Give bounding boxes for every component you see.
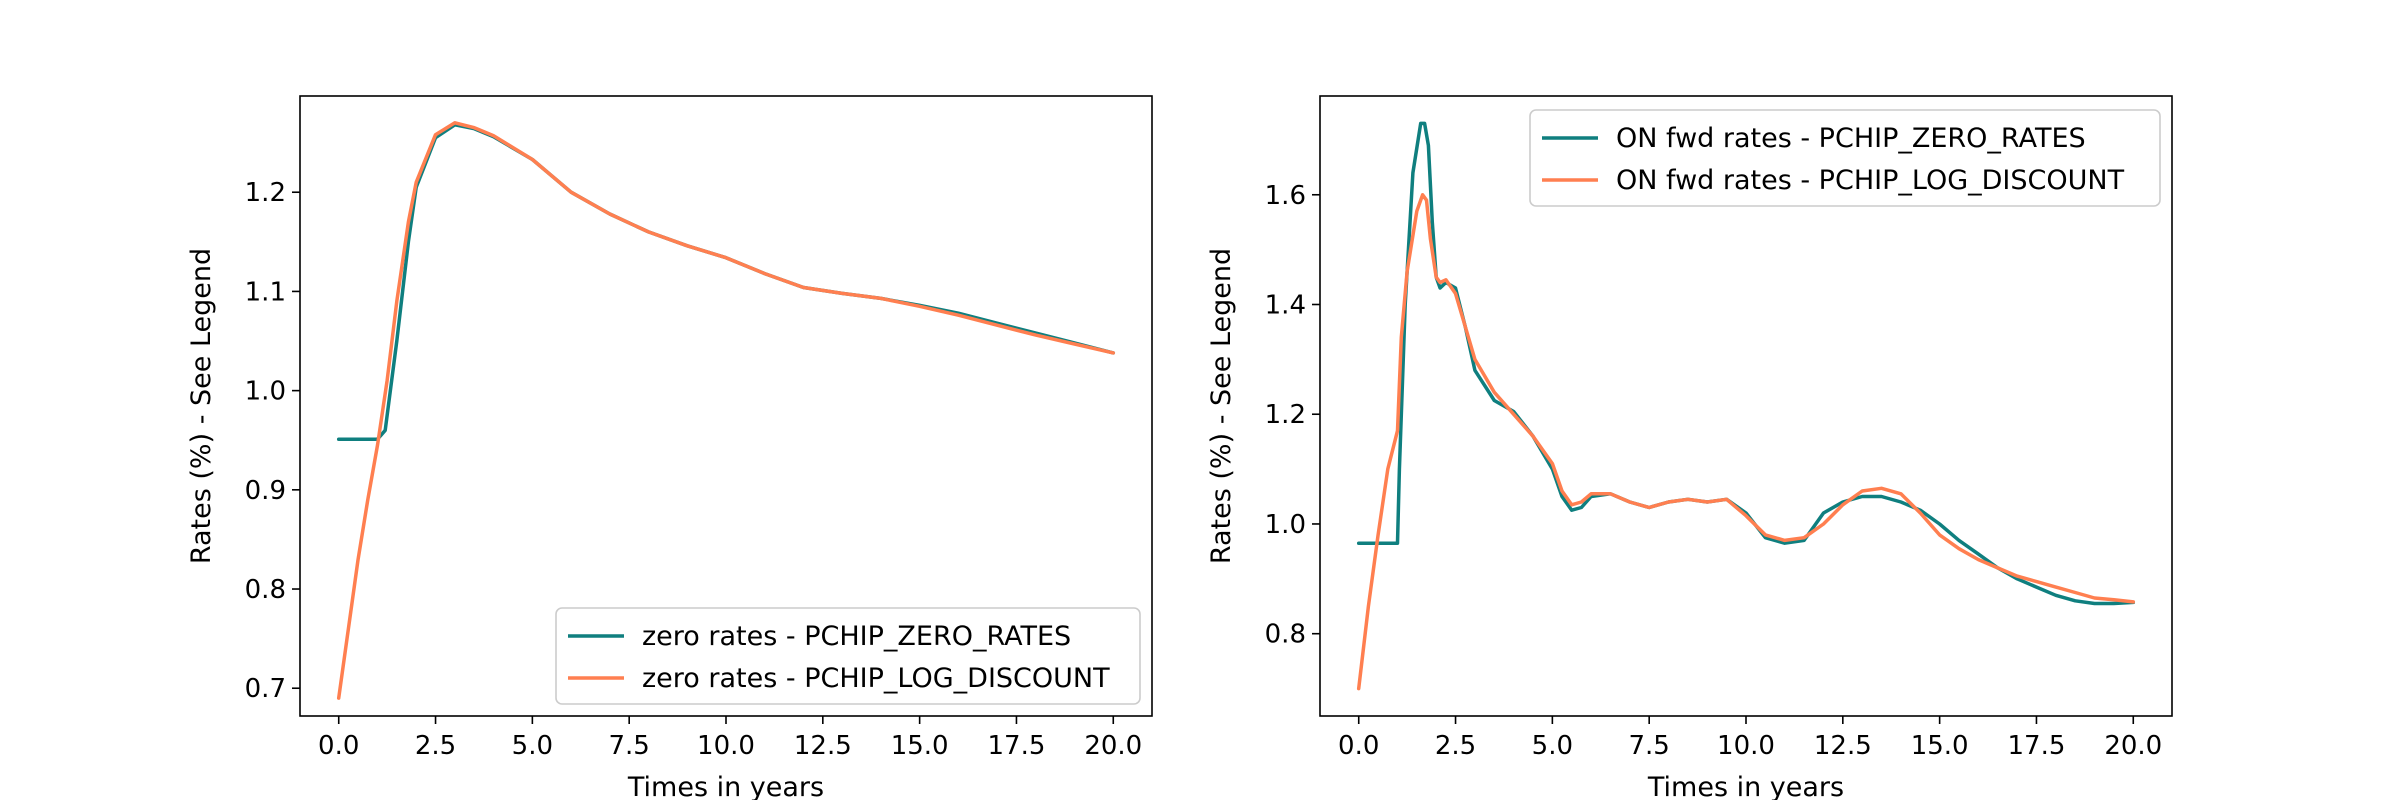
x-tick-label: 0.0: [1338, 731, 1379, 761]
x-tick-label: 17.5: [988, 731, 1046, 761]
y-tick-label: 0.8: [245, 575, 286, 605]
x-tick-label: 15.0: [891, 731, 949, 761]
x-tick-label: 7.5: [609, 731, 650, 761]
legend-box: [1529, 109, 2161, 207]
x-tick-label: 7.5: [1629, 731, 1670, 761]
legend-label-2: ON fwd rates - PCHIP_LOG_DISCOUNT: [1616, 165, 2125, 196]
x-tick-label: 10.0: [697, 731, 755, 761]
series-line-2: [1356, 193, 2136, 691]
x-tick-label: 10.0: [1717, 731, 1775, 761]
y-axis-label: Rates (%) - See Legend: [186, 248, 217, 564]
y-tick-label: 0.9: [245, 476, 286, 506]
y-tick-label: 1.2: [1265, 400, 1306, 430]
y-axis-label: Rates (%) - See Legend: [1206, 248, 1237, 564]
legend: ON fwd rates - PCHIP_ZERO_RATES ON fwd ra…: [1529, 109, 2161, 207]
series-line-1: [336, 123, 1116, 441]
chart-panel-2: 0.0 2.5 5.0 7.5 10.0 12.5 15.0 17.5 20.0 0.8 1.0 1.…: [1206, 95, 2173, 800]
x-tick-label: 12.5: [794, 731, 852, 761]
legend-label-1: zero rates - PCHIP_ZERO_RATES: [642, 621, 1071, 652]
x-tick-label: 5.0: [512, 731, 553, 761]
x-tick-label: 12.5: [1814, 731, 1872, 761]
x-tick-label: 17.5: [2008, 731, 2066, 761]
y-tick-label: 1.2: [245, 178, 286, 208]
series-line-2: [336, 121, 1116, 700]
x-tick-label: 2.5: [415, 731, 456, 761]
x-tick-label: 20.0: [1084, 731, 1142, 761]
legend-box: [555, 607, 1141, 705]
y-tick-label: 1.0: [245, 377, 286, 407]
chart-panel-1: 0.0 2.5 5.0 7.5 10.0 12.5 15.0 17.5 20.0 0.7 0.8 0.…: [186, 95, 1153, 800]
y-tick-label: 1.1: [245, 277, 286, 307]
y-tick-label: 0.8: [1265, 620, 1306, 650]
x-tick-label: 5.0: [1532, 731, 1573, 761]
x-axis-label: Times in years: [627, 772, 824, 800]
x-axis-label: Times in years: [1647, 772, 1844, 800]
x-tick-label: 15.0: [1911, 731, 1969, 761]
x-tick-label: 0.0: [318, 731, 359, 761]
y-tick-label: 0.7: [245, 674, 286, 704]
legend-label-2: zero rates - PCHIP_LOG_DISCOUNT: [642, 663, 1110, 694]
y-tick-label: 1.0: [1265, 510, 1306, 540]
y-tick-label: 1.6: [1265, 181, 1306, 211]
legend-label-1: ON fwd rates - PCHIP_ZERO_RATES: [1616, 123, 2086, 154]
x-tick-label: 2.5: [1435, 731, 1476, 761]
y-tick-label: 1.4: [1265, 290, 1306, 320]
x-tick-label: 20.0: [2104, 731, 2162, 761]
